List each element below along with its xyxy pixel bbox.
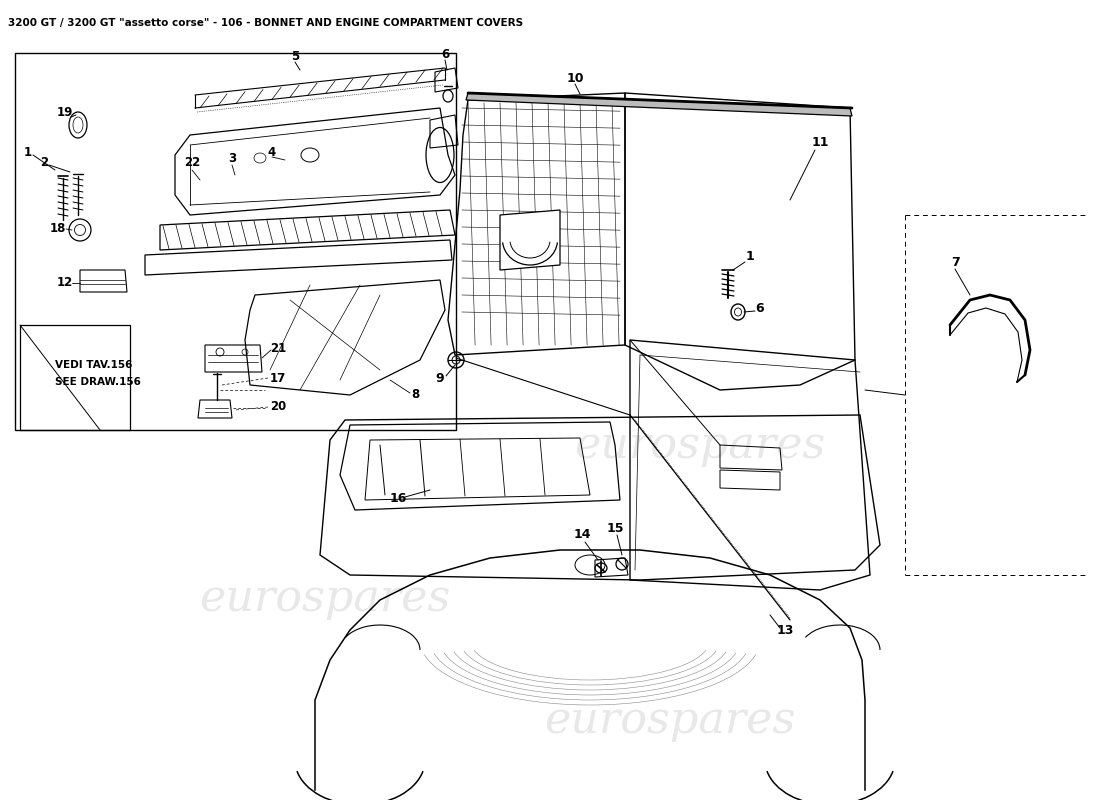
Text: 19: 19	[57, 106, 74, 119]
Text: 3200 GT / 3200 GT "assetto corse" - 106 - BONNET AND ENGINE COMPARTMENT COVERS: 3200 GT / 3200 GT "assetto corse" - 106 …	[8, 18, 524, 28]
Text: 1: 1	[24, 146, 32, 158]
Text: 6: 6	[756, 302, 764, 314]
Text: SEE DRAW.156: SEE DRAW.156	[55, 377, 141, 387]
Polygon shape	[500, 210, 560, 270]
Text: 21: 21	[270, 342, 286, 354]
Text: 22: 22	[184, 155, 200, 169]
Text: 10: 10	[566, 71, 584, 85]
Text: 5: 5	[290, 50, 299, 63]
Text: 14: 14	[573, 529, 591, 542]
Text: 3: 3	[228, 153, 236, 166]
Text: 7: 7	[950, 257, 959, 270]
Text: VEDI TAV.156: VEDI TAV.156	[55, 360, 132, 370]
Text: 15: 15	[606, 522, 624, 534]
Text: 16: 16	[389, 491, 407, 505]
Text: 17: 17	[270, 371, 286, 385]
Text: 12: 12	[57, 277, 73, 290]
Text: 1: 1	[746, 250, 755, 263]
Text: 8: 8	[411, 389, 419, 402]
Text: 13: 13	[777, 623, 794, 637]
Text: 20: 20	[270, 401, 286, 414]
Text: eurospares: eurospares	[199, 577, 451, 619]
Text: 4: 4	[268, 146, 276, 158]
Text: 6: 6	[441, 49, 449, 62]
Polygon shape	[466, 93, 852, 116]
Text: 11: 11	[812, 137, 828, 150]
Text: eurospares: eurospares	[574, 423, 826, 466]
Text: eurospares: eurospares	[544, 698, 795, 742]
Text: 18: 18	[50, 222, 66, 234]
Text: 9: 9	[436, 371, 444, 385]
Text: 2: 2	[40, 157, 48, 170]
